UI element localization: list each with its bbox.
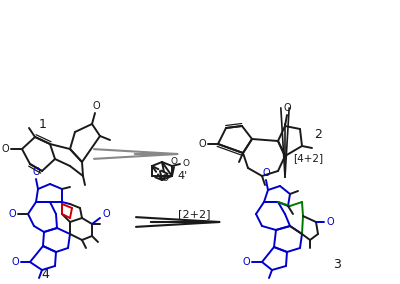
Text: 2: 2 bbox=[314, 128, 322, 141]
Text: O: O bbox=[1, 144, 9, 154]
Text: 4: 4 bbox=[41, 268, 49, 281]
Text: 4': 4' bbox=[178, 171, 188, 181]
Text: O: O bbox=[283, 103, 291, 113]
Text: 1: 1 bbox=[39, 118, 47, 131]
Text: O: O bbox=[92, 101, 100, 111]
Text: O: O bbox=[262, 168, 270, 178]
Text: O: O bbox=[102, 209, 110, 219]
Text: O: O bbox=[242, 257, 250, 267]
Text: O: O bbox=[170, 156, 178, 166]
Text: O: O bbox=[32, 167, 40, 177]
Text: O: O bbox=[8, 209, 16, 219]
Text: O: O bbox=[198, 139, 206, 149]
Text: [2+2]: [2+2] bbox=[178, 209, 210, 219]
Text: 3: 3 bbox=[333, 258, 341, 270]
Text: O: O bbox=[326, 217, 334, 227]
Text: O: O bbox=[162, 174, 168, 183]
Text: O: O bbox=[182, 158, 190, 168]
Text: O: O bbox=[11, 257, 19, 267]
Text: [4+2]: [4+2] bbox=[293, 153, 323, 163]
